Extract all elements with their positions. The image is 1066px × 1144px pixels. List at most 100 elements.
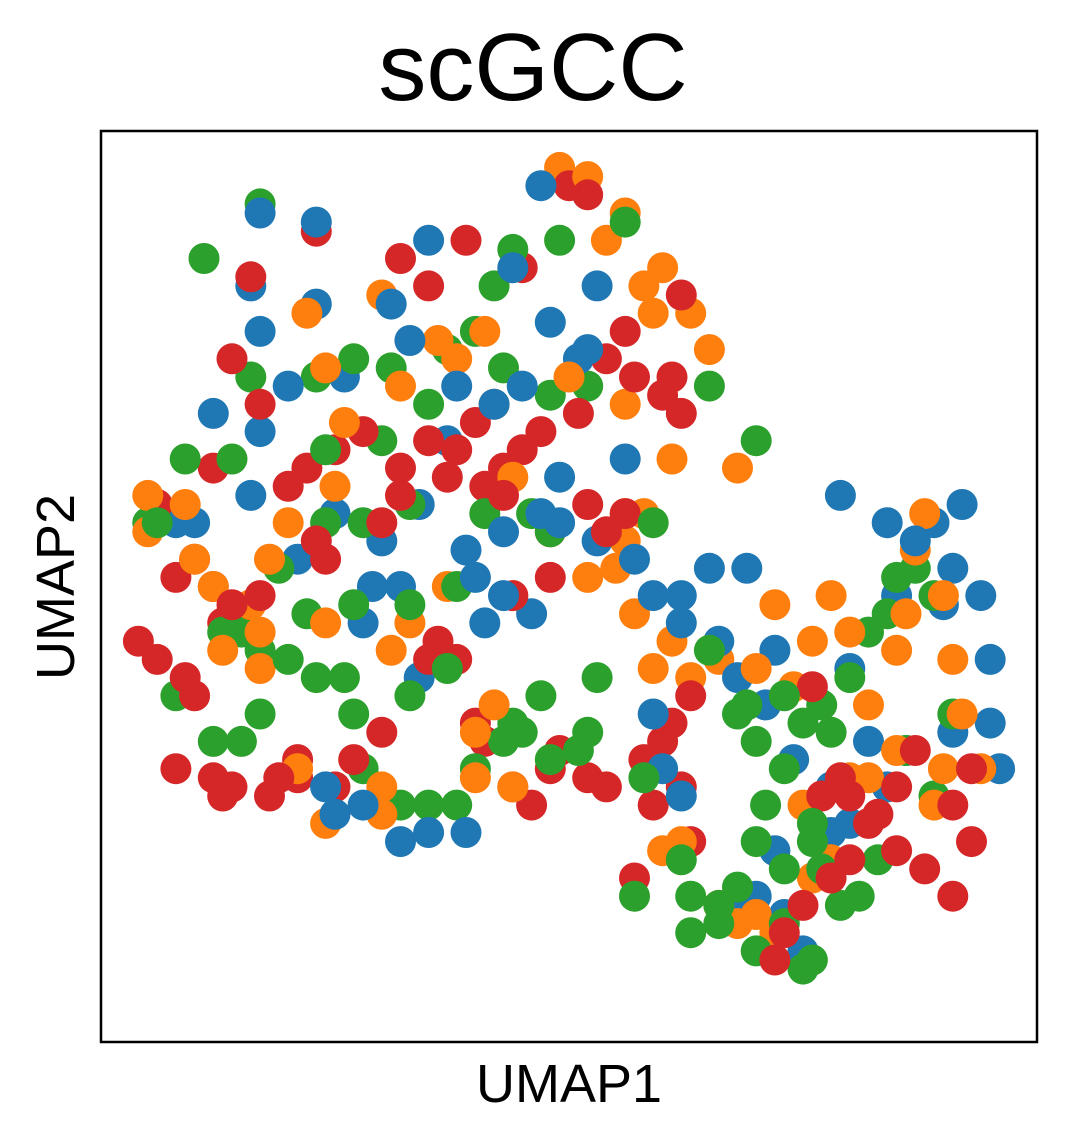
scatter-point	[375, 288, 407, 320]
scatter-point	[179, 680, 211, 712]
scatter-point	[937, 880, 969, 912]
scatter-point	[207, 634, 239, 666]
scatter-point	[937, 552, 969, 584]
scatter-point	[562, 397, 594, 429]
scatter-point	[394, 325, 426, 356]
scatter-point	[525, 416, 557, 448]
scatter-point	[553, 361, 585, 393]
scatter-point	[319, 798, 351, 830]
scatter-point	[366, 716, 398, 748]
scatter-point	[310, 434, 342, 466]
points-layer	[122, 151, 1016, 985]
scatter-point	[824, 479, 856, 511]
scatter-point	[534, 306, 566, 338]
scatter-point	[413, 817, 445, 848]
scatter-point	[478, 689, 510, 721]
scatter-point	[413, 224, 445, 256]
scatter-point	[413, 425, 445, 457]
scatter-point	[862, 798, 894, 830]
scatter-point	[254, 543, 285, 575]
scatter-point	[787, 953, 819, 985]
scatter-point	[244, 616, 276, 648]
scatter-point	[450, 534, 482, 566]
scatter-point	[909, 498, 941, 530]
scatter-point	[459, 561, 491, 593]
scatter-point	[581, 270, 613, 302]
scatter-point	[300, 525, 332, 557]
scatter-point	[338, 698, 370, 730]
scatter-point	[254, 780, 285, 812]
scatter-point	[815, 580, 847, 612]
scatter-point	[768, 753, 800, 785]
scatter-point	[815, 716, 847, 748]
scatter-point	[703, 908, 735, 940]
scatter-point	[750, 789, 782, 821]
scatter-point	[637, 507, 669, 539]
scatter-point	[656, 443, 688, 475]
scatter-point	[637, 698, 669, 730]
scatter-point	[665, 780, 697, 812]
scatter-point	[609, 315, 641, 347]
scatter-point	[899, 735, 931, 766]
x-axis-label: UMAP1	[475, 1054, 663, 1114]
scatter-point	[216, 589, 248, 621]
scatter-point	[853, 725, 884, 757]
scatter-point	[506, 370, 538, 402]
scatter-point	[141, 643, 173, 675]
scatter-point	[665, 580, 697, 612]
scatter-point	[675, 880, 707, 912]
scatter-point	[665, 844, 697, 876]
scatter-point	[759, 944, 791, 976]
scatter-point	[834, 780, 866, 812]
scatter-point	[450, 224, 482, 256]
scatter-point	[740, 826, 772, 858]
scatter-point	[385, 452, 416, 484]
scatter-point	[937, 643, 969, 675]
scatter-point	[628, 762, 660, 794]
scatter-point	[637, 653, 669, 684]
scatter-point	[647, 252, 679, 284]
scatter-point	[637, 297, 669, 329]
scatter-point	[497, 771, 529, 803]
scatter-point	[422, 325, 454, 356]
scatter-point	[300, 662, 332, 694]
scatter-point	[675, 680, 707, 712]
scatter-point	[927, 753, 959, 785]
scatter-point	[328, 407, 360, 438]
scatter-point	[956, 826, 987, 858]
scatter-point	[394, 680, 426, 712]
scatter-point	[572, 561, 604, 593]
scatter-point	[291, 297, 323, 329]
scatter-point	[197, 762, 229, 794]
scatter-point	[796, 807, 828, 839]
scatter-point	[338, 744, 370, 776]
scatter-point	[609, 388, 641, 420]
scatter-point	[609, 206, 641, 238]
scatter-point	[544, 507, 576, 539]
scatter-point	[806, 780, 838, 812]
scatter-point	[609, 443, 641, 475]
scatter-point	[544, 224, 576, 256]
scatter-point	[469, 315, 501, 347]
scatter-point	[796, 625, 828, 657]
scatter-point	[272, 370, 304, 402]
scatter-point	[637, 580, 669, 612]
scatter-point	[319, 470, 351, 502]
scatter-point	[956, 753, 987, 785]
scatter-point	[824, 889, 856, 921]
scatter-point	[413, 388, 445, 420]
scatter-point	[731, 552, 763, 584]
scatter-point	[441, 370, 473, 402]
scatter-point	[759, 589, 791, 621]
scatter-point	[834, 616, 866, 648]
scatter-point	[188, 243, 220, 274]
scatter-point	[619, 543, 650, 575]
scatter-point	[881, 771, 913, 803]
chart-title: scGCC	[378, 14, 688, 121]
scatter-point	[431, 461, 463, 493]
scatter-point	[525, 680, 557, 712]
scatter-point	[693, 552, 725, 584]
scatter-point	[141, 507, 173, 539]
scatter-point	[909, 853, 941, 885]
